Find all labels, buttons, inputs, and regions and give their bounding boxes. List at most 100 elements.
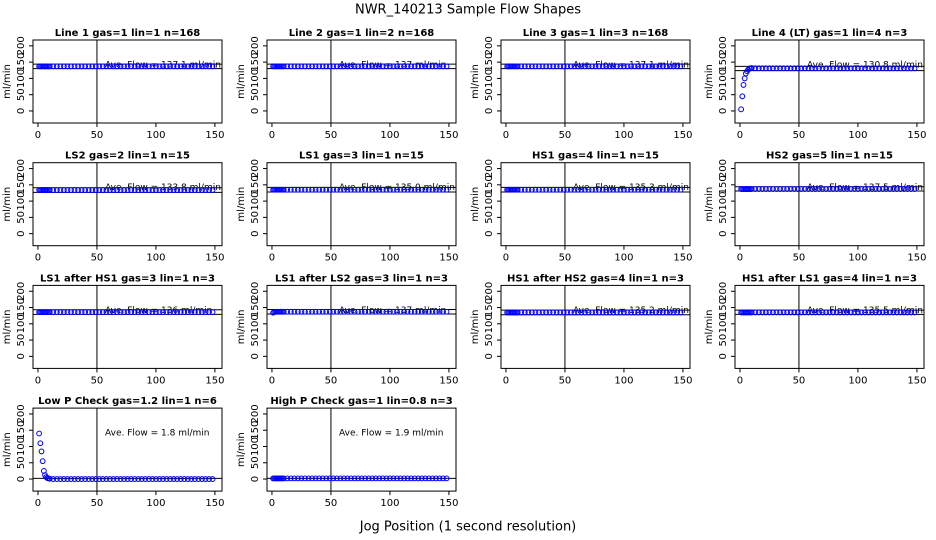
data-point xyxy=(670,186,677,193)
x-tick-label: 50 xyxy=(325,253,338,264)
y-axis-label: ml/min xyxy=(470,64,481,99)
data-point xyxy=(429,475,436,482)
data-point xyxy=(603,63,610,70)
data-point xyxy=(826,186,833,192)
data-point xyxy=(177,63,184,70)
y-tick-label: 150 xyxy=(16,421,27,440)
data-point xyxy=(362,475,369,482)
data-point xyxy=(879,309,886,316)
data-point xyxy=(302,186,308,193)
x-tick-label: 100 xyxy=(380,253,399,264)
y-tick-label: 0 xyxy=(16,353,27,359)
y-axis-label: ml/min xyxy=(2,310,13,345)
data-point xyxy=(85,63,92,70)
data-point xyxy=(298,308,305,315)
panel-title: HS1 after LS1 gas=4 lin=1 n=3 xyxy=(742,273,917,284)
x-axis-label: Jog Position (1 second resolution) xyxy=(359,520,577,535)
data-point xyxy=(525,309,532,316)
data-point xyxy=(645,186,652,193)
data-point xyxy=(323,475,330,482)
data-point xyxy=(191,476,198,482)
data-point xyxy=(64,63,71,70)
data-point xyxy=(777,309,783,316)
data-point xyxy=(617,63,624,70)
data-point xyxy=(206,476,212,482)
data-point xyxy=(780,186,787,192)
data-point xyxy=(411,308,418,315)
data-point xyxy=(358,186,365,193)
data-point xyxy=(107,63,113,70)
panel-title: LS1 after HS1 gas=3 lin=1 n=3 xyxy=(40,273,215,284)
data-point xyxy=(82,476,89,482)
data-point xyxy=(592,186,599,193)
data-point xyxy=(433,63,439,70)
y-tick-label: 100 xyxy=(484,314,495,333)
data-point xyxy=(858,186,865,192)
data-point xyxy=(847,65,854,72)
data-point xyxy=(883,309,890,316)
data-point xyxy=(628,63,634,70)
data-point xyxy=(844,65,851,72)
data-point xyxy=(149,187,156,193)
data-point xyxy=(379,475,386,482)
data-point xyxy=(114,309,120,315)
data-point xyxy=(564,186,571,193)
data-point xyxy=(128,476,135,482)
data-point xyxy=(759,65,766,72)
data-point xyxy=(571,63,578,70)
data-point xyxy=(145,187,152,193)
data-point xyxy=(145,476,152,482)
x-tick-label: 50 xyxy=(91,253,104,264)
data-point xyxy=(546,309,553,316)
data-point xyxy=(408,63,415,70)
y-tick-label: 200 xyxy=(16,159,27,178)
data-point xyxy=(872,186,879,192)
data-point xyxy=(564,63,571,70)
data-point xyxy=(642,63,649,70)
data-point xyxy=(46,63,53,70)
data-point xyxy=(784,186,791,192)
data-point xyxy=(191,309,198,315)
plot-frame xyxy=(500,162,691,247)
data-point xyxy=(280,63,287,70)
y-tick-label: 200 xyxy=(484,282,495,301)
data-point xyxy=(280,186,287,193)
x-tick-label: 100 xyxy=(848,375,867,386)
data-point xyxy=(606,63,613,70)
data-point xyxy=(64,309,71,315)
data-point xyxy=(302,63,308,70)
x-tick-label: 50 xyxy=(325,130,338,141)
data-point xyxy=(78,476,85,482)
data-point xyxy=(748,186,755,192)
y-axis-label: ml/min xyxy=(704,64,715,99)
data-point xyxy=(298,475,305,482)
data-point xyxy=(149,63,156,70)
data-point xyxy=(344,475,351,482)
data-point xyxy=(99,63,106,70)
x-tick-label: 50 xyxy=(325,375,338,386)
data-point xyxy=(362,308,369,315)
data-point xyxy=(167,476,173,482)
data-point xyxy=(61,476,67,482)
data-point xyxy=(36,430,43,437)
data-point xyxy=(582,63,588,70)
data-point xyxy=(114,476,120,482)
y-tick-label: 150 xyxy=(718,175,729,194)
data-point xyxy=(110,187,117,193)
data-point xyxy=(96,476,103,482)
data-point xyxy=(170,309,177,315)
panel-title: High P Check gas=1 lin=0.8 n=3 xyxy=(270,396,452,407)
data-point xyxy=(387,63,393,70)
data-point xyxy=(209,63,216,70)
data-point xyxy=(358,63,365,70)
y-tick-label: 50 xyxy=(718,334,729,347)
x-tick-label: 150 xyxy=(439,130,458,141)
data-point xyxy=(777,65,783,72)
data-point xyxy=(621,309,627,316)
data-point xyxy=(819,65,826,72)
data-point xyxy=(869,309,875,316)
data-point xyxy=(153,476,159,482)
data-point xyxy=(766,186,773,192)
data-point xyxy=(759,309,766,316)
data-point xyxy=(443,308,450,315)
